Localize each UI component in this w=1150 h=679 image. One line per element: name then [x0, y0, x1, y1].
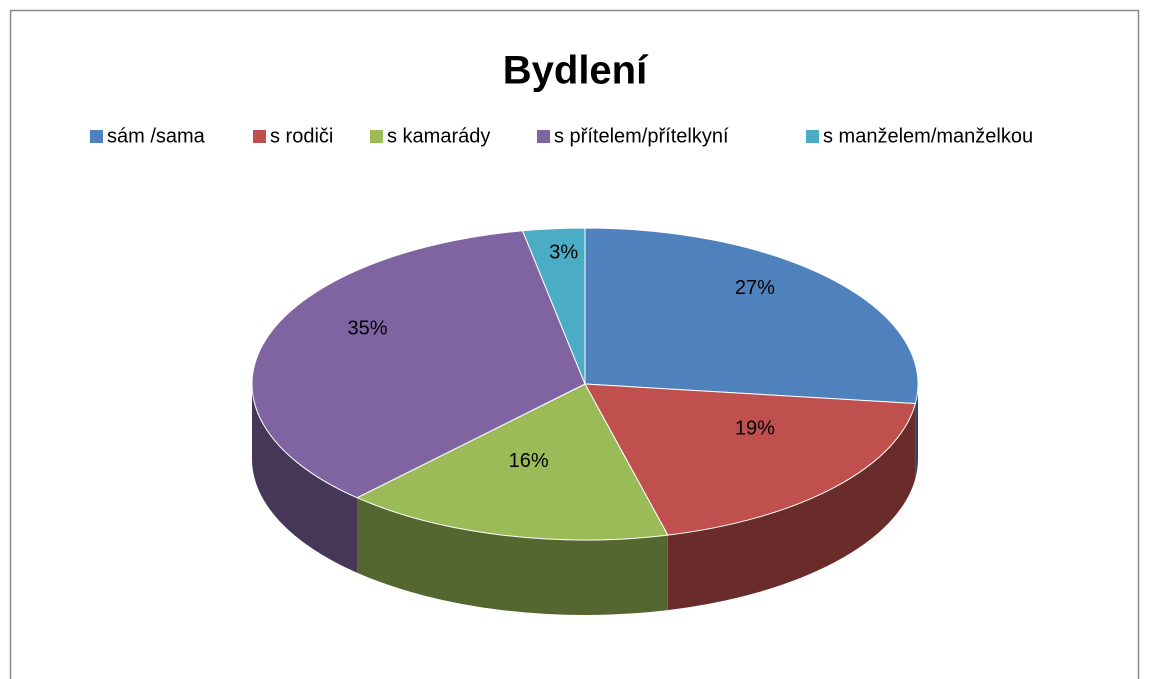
- legend-swatch: [253, 130, 266, 143]
- legend-label: s kamarády: [387, 125, 490, 147]
- data-label: 16%: [509, 450, 549, 472]
- data-label: 27%: [735, 277, 775, 299]
- legend-swatch: [90, 130, 103, 143]
- chart-title: Bydlení: [503, 49, 649, 93]
- data-label: 19%: [735, 417, 775, 439]
- pie-slice-side: [915, 384, 919, 479]
- legend-label: s manželem/manželkou: [823, 125, 1033, 147]
- legend-label: s rodiči: [270, 125, 333, 147]
- legend-swatch: [370, 130, 383, 143]
- legend-label: s přítelem/přítelkyní: [554, 125, 729, 147]
- legend-swatch: [537, 130, 550, 143]
- pie-slice-side: [357, 497, 668, 616]
- pie-slice: [521, 227, 586, 385]
- data-label: 35%: [348, 318, 388, 340]
- legend-label: sám /sama: [107, 125, 206, 147]
- pie-slice: [584, 227, 919, 405]
- pie-slice-side: [252, 384, 358, 573]
- legend-swatch: [806, 130, 819, 143]
- data-label: 3%: [549, 242, 578, 264]
- pie-slice: [355, 383, 669, 541]
- pie-slice: [584, 383, 917, 536]
- pie-slice: [251, 230, 586, 499]
